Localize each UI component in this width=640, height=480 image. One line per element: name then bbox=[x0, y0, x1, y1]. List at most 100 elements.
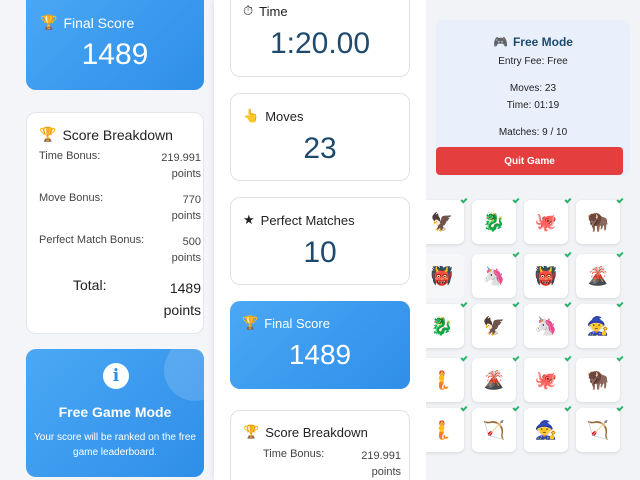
memory-card[interactable]: 🦄 bbox=[524, 300, 572, 348]
memory-card[interactable]: 🦅 bbox=[472, 300, 520, 348]
card-face-icon: 🐉 bbox=[482, 211, 506, 233]
matched-check-icon bbox=[512, 300, 520, 308]
card-face-icon: 🐙 bbox=[534, 211, 558, 233]
memory-card[interactable]: 🏹 bbox=[576, 404, 624, 452]
memory-card[interactable]: 🏹 bbox=[472, 404, 520, 452]
card-face-icon: 🦅 bbox=[430, 211, 454, 233]
trophy-icon: 🏆 bbox=[39, 126, 57, 142]
trophy-icon: 🏆 bbox=[242, 315, 259, 330]
final-score-card: 🏆 Final Score 1489 bbox=[26, 0, 204, 90]
matched-check-icon bbox=[564, 300, 572, 308]
total-label: Total: bbox=[73, 277, 107, 293]
card-face-icon: 🧙 bbox=[586, 315, 610, 337]
memory-card[interactable]: 🧜 bbox=[426, 354, 468, 402]
info-icon: i bbox=[103, 363, 129, 389]
memory-card[interactable]: 🧙 bbox=[524, 404, 572, 452]
matched-check-icon bbox=[460, 196, 468, 204]
perfect-bonus-value: 500 points bbox=[171, 236, 201, 264]
matched-check-icon bbox=[564, 196, 572, 204]
right-panel: 🎮 Free Mode Entry Fee: Free Moves: 23 Ti… bbox=[426, 0, 640, 480]
matched-check-icon bbox=[616, 196, 624, 204]
entry-fee: Entry Fee: Free bbox=[498, 56, 568, 67]
score-breakdown-title: Score Breakdown bbox=[265, 424, 368, 440]
perfect-matches-header: ★ Perfect Matches bbox=[243, 212, 355, 228]
card-face-icon: 🦅 bbox=[482, 315, 506, 337]
memory-card[interactable]: 🧙 bbox=[576, 300, 624, 348]
matches-count: Matches: 9 / 10 bbox=[498, 127, 568, 138]
game-mode-panel: 🎮 Free Mode Entry Fee: Free Moves: 23 Ti… bbox=[436, 20, 630, 176]
matched-check-icon bbox=[616, 404, 624, 412]
time-bonus-label: Time Bonus: bbox=[263, 448, 325, 460]
matched-check-icon bbox=[616, 300, 624, 308]
moves-header: 👆 Moves bbox=[243, 108, 303, 124]
total-value: 1489 points bbox=[163, 280, 201, 318]
moves-label: Moves bbox=[265, 108, 304, 124]
final-score-value: 1489 bbox=[81, 38, 149, 71]
memory-card[interactable]: 🦅 bbox=[426, 196, 468, 244]
final-score-header: 🏆 Final Score bbox=[242, 315, 330, 331]
trophy-icon: 🏆 bbox=[243, 424, 260, 439]
matched-check-icon bbox=[512, 250, 520, 258]
matched-check-icon bbox=[460, 354, 468, 362]
time-bonus-label: Time Bonus: bbox=[39, 150, 101, 162]
memory-card[interactable]: 🧜 bbox=[426, 404, 468, 452]
memory-card[interactable]: 🐙 bbox=[524, 354, 572, 402]
card-face-icon: 👹 bbox=[534, 265, 558, 287]
moves-count: Moves: 23 bbox=[509, 83, 557, 94]
score-breakdown-title: Score Breakdown bbox=[62, 126, 173, 143]
free-game-mode-card: i Free Game Mode Your score will be rank… bbox=[26, 349, 204, 477]
memory-card[interactable]: 🐉 bbox=[426, 300, 468, 348]
trophy-icon: 🏆 bbox=[40, 14, 58, 30]
perfect-matches-card: ★ Perfect Matches 10 bbox=[230, 197, 410, 285]
perfect-matches-value: 10 bbox=[303, 236, 337, 269]
time-header: ⏱ Time bbox=[243, 3, 288, 19]
middle-panel: ⏱ Time 1:20.00 👆 Moves 23 ★ Perfect Matc… bbox=[214, 0, 426, 480]
final-score-value: 1489 bbox=[288, 339, 352, 370]
score-breakdown-card: 🏆 Score Breakdown Time Bonus: 219.991 poi… bbox=[26, 112, 204, 334]
free-game-mode-title: Free Game Mode bbox=[58, 404, 172, 420]
card-face-icon: 🏹 bbox=[482, 419, 506, 441]
matched-check-icon bbox=[512, 404, 520, 412]
card-face-icon: 🧜 bbox=[430, 419, 454, 441]
memory-card[interactable]: 🐙 bbox=[524, 196, 572, 244]
mode-title: 🎮 Free Mode bbox=[493, 35, 573, 49]
card-face-icon: 🐉 bbox=[430, 315, 454, 337]
time-label: Time bbox=[259, 3, 288, 19]
card-face-icon: 🦄 bbox=[534, 315, 558, 337]
memory-card[interactable]: 🌋 bbox=[576, 250, 624, 298]
final-score-label: Final Score bbox=[63, 14, 135, 31]
card-face-icon: 🦄 bbox=[482, 265, 506, 287]
card-face-icon: 🐙 bbox=[534, 369, 558, 391]
memory-card[interactable]: 🦄 bbox=[472, 250, 520, 298]
card-face-icon: 🌋 bbox=[586, 265, 610, 287]
card-face-icon: 🦬 bbox=[586, 369, 610, 391]
time-value: 1:20.00 bbox=[269, 27, 371, 60]
memory-card[interactable]: 👹 bbox=[524, 250, 572, 298]
matched-check-icon bbox=[460, 404, 468, 412]
memory-card[interactable]: 🦬 bbox=[576, 354, 624, 402]
memory-card[interactable]: 👹 bbox=[426, 254, 464, 298]
memory-card[interactable]: 🐉 bbox=[472, 196, 520, 244]
final-score-header: 🏆 Final Score bbox=[40, 14, 134, 31]
stopwatch-icon: ⏱ bbox=[243, 3, 254, 18]
time-bonus-value: 219.991 points bbox=[361, 450, 401, 478]
moves-value: 23 bbox=[303, 132, 337, 165]
time-bonus-value: 219.991 points bbox=[161, 152, 201, 180]
matched-check-icon bbox=[564, 354, 572, 362]
final-score-card: 🏆 Final Score 1489 bbox=[230, 301, 410, 389]
memory-card[interactable]: 🌋 bbox=[472, 354, 520, 402]
moves-card: 👆 Moves 23 bbox=[230, 93, 410, 181]
memory-card[interactable]: 🦬 bbox=[576, 196, 624, 244]
free-game-mode-description: Your score will be ranked on the free ga… bbox=[34, 432, 196, 458]
elapsed-time: Time: 01:19 bbox=[506, 100, 560, 111]
perfect-bonus-label: Perfect Match Bonus: bbox=[39, 234, 145, 246]
matched-check-icon bbox=[616, 250, 624, 258]
move-bonus-value: 770 points bbox=[171, 194, 201, 222]
gamepad-icon: 🎮 bbox=[493, 35, 508, 49]
card-face-icon: 🧜 bbox=[430, 369, 454, 391]
matched-check-icon bbox=[564, 250, 572, 258]
score-breakdown-header: 🏆 Score Breakdown bbox=[39, 126, 173, 143]
pointer-hand-icon: 👆 bbox=[243, 108, 260, 123]
quit-game-button[interactable]: Quit Game bbox=[436, 147, 623, 175]
card-face-icon: 👹 bbox=[430, 265, 454, 287]
